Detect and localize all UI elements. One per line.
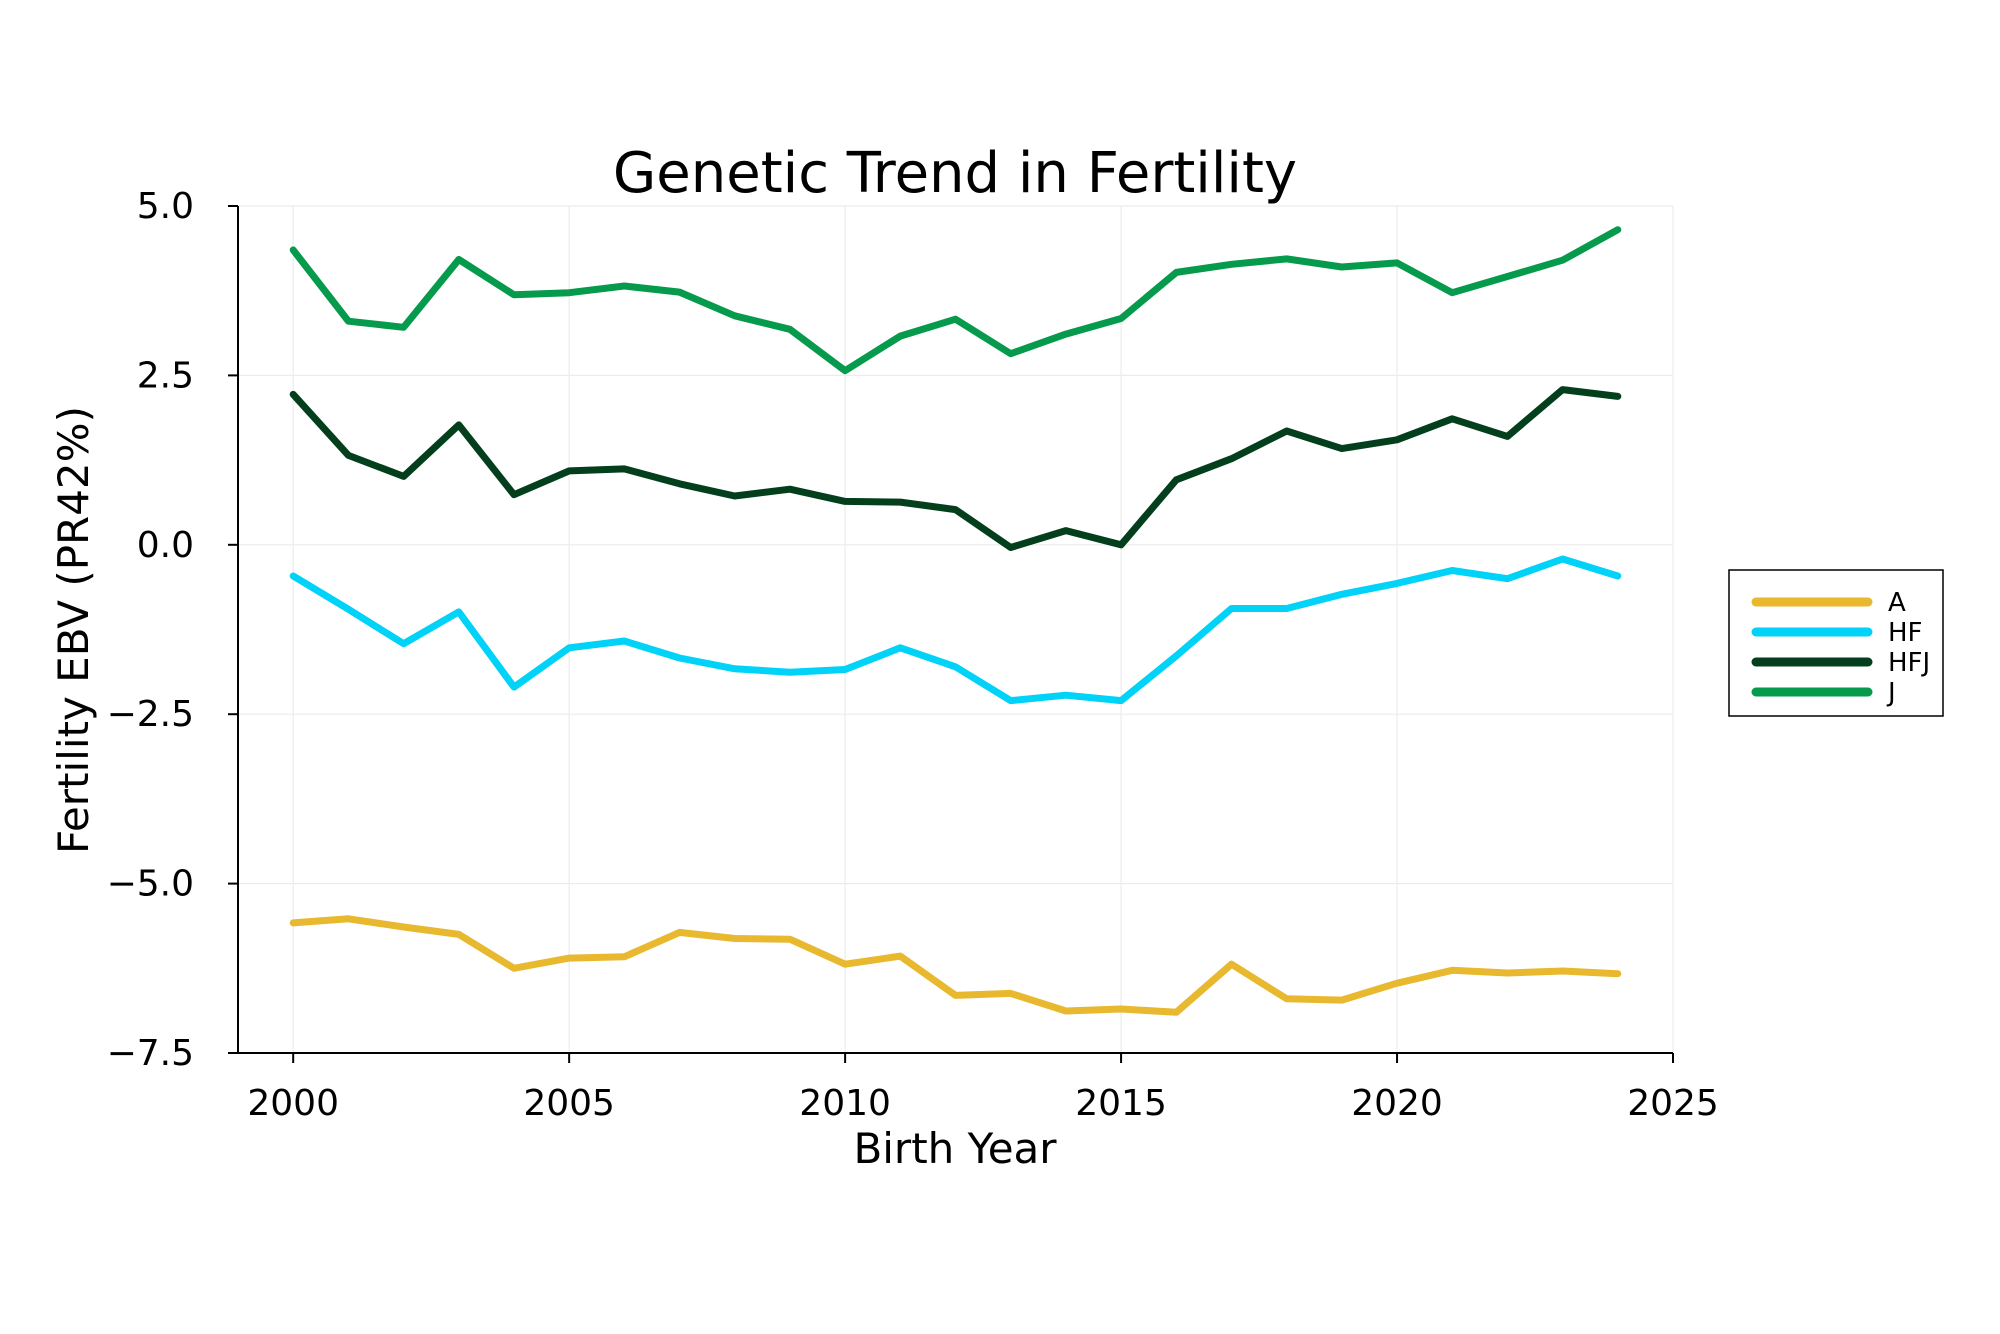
- y-tick-label: 2.5: [137, 355, 194, 396]
- x-tick-label: 2020: [1351, 1083, 1443, 1124]
- legend-label-hf: HF: [1888, 618, 1923, 648]
- x-axis-title: Birth Year: [853, 1124, 1057, 1173]
- series-line-hfj: [289, 386, 1622, 551]
- y-tick-label: −5.0: [107, 864, 194, 905]
- legend-label-j: J: [1886, 678, 1896, 708]
- y-tick-label: 5.0: [137, 186, 194, 227]
- x-tick-label: 2010: [799, 1083, 891, 1124]
- axis-ticks: 5.0 2.5 0.0 −2.5 −5.0 −7.5 2000 2005 2010 2015 202…: [107, 186, 1719, 1124]
- legend-label-hfj: HFJ: [1888, 648, 1930, 678]
- gridlines: [238, 205, 1674, 1054]
- x-tick-label: 2005: [523, 1083, 615, 1124]
- series-line-hf: [289, 555, 1622, 705]
- series-line-a: [289, 915, 1622, 1016]
- series-lines: [289, 226, 1622, 1016]
- x-tick-label: 2015: [1075, 1083, 1167, 1124]
- x-tick-label: 2000: [247, 1083, 339, 1124]
- chart-title: Genetic Trend in Fertility: [613, 141, 1297, 206]
- y-tick-label: −7.5: [107, 1033, 194, 1074]
- y-tick-label: −2.5: [107, 694, 194, 735]
- series-line-j: [289, 226, 1622, 375]
- y-tick-label: 0.0: [137, 525, 194, 566]
- axes: [237, 206, 1673, 1054]
- x-tick-label: 2025: [1627, 1083, 1719, 1124]
- y-axis-title: Fertility EBV (PR42%): [49, 406, 98, 854]
- legend-label-a: A: [1888, 588, 1906, 618]
